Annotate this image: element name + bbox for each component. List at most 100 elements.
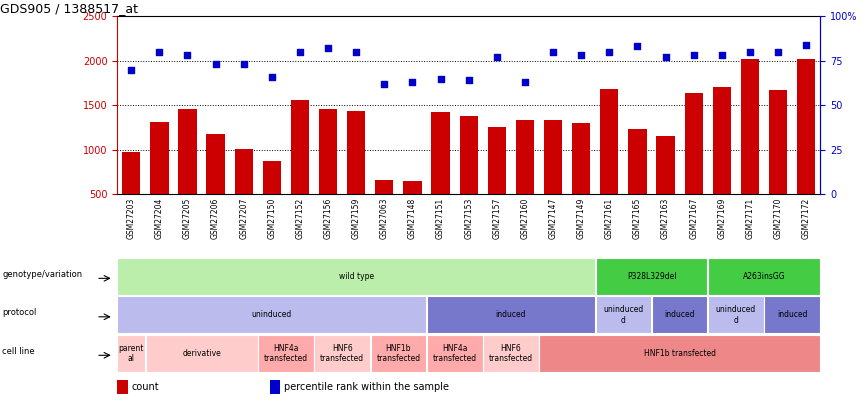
Bar [708,296,764,333]
Bar [713,87,731,239]
Text: parent
al: parent al [119,344,144,363]
Point [546,49,560,55]
Bar [459,116,478,239]
Point [518,79,532,85]
Bar [146,335,258,372]
Point [378,81,391,87]
Bar [765,296,820,333]
Text: percentile rank within the sample: percentile rank within the sample [284,382,450,392]
Text: induced: induced [496,310,526,320]
Bar [234,149,253,239]
Point [153,49,167,55]
Point [293,49,307,55]
Point [405,79,419,85]
Bar [319,109,338,239]
Bar [117,335,145,372]
Bar [404,181,422,239]
Point [434,75,448,82]
Bar [600,89,619,239]
Point [771,49,785,55]
Text: GSM27151: GSM27151 [436,198,445,239]
Text: HNF1b
transfected: HNF1b transfected [377,344,420,363]
Text: genotype/variation: genotype/variation [3,270,82,279]
Bar [427,335,483,372]
Text: uninduced: uninduced [252,310,292,320]
Text: wild type: wild type [339,272,374,281]
Text: P328L329del: P328L329del [627,272,676,281]
Bar [347,111,365,239]
Text: GSM27156: GSM27156 [324,198,332,239]
Bar [544,119,562,239]
Point [743,49,757,55]
Point [659,54,673,60]
Bar [769,90,787,239]
Text: uninduced
d: uninduced d [603,305,643,324]
Bar [740,59,760,239]
Text: GSM27205: GSM27205 [183,198,192,239]
Point [462,77,476,83]
Text: GSM27170: GSM27170 [773,198,783,239]
Point [124,66,138,73]
Bar [314,335,370,372]
Point [602,49,616,55]
Bar [516,119,534,239]
Bar [375,180,393,239]
Text: count: count [132,382,159,392]
Text: GSM27159: GSM27159 [352,198,361,239]
Text: GSM27160: GSM27160 [521,198,529,239]
Text: GSM27207: GSM27207 [240,198,248,239]
Bar [797,59,815,239]
Text: A263insGG: A263insGG [743,272,786,281]
Bar [117,380,128,394]
Bar [117,258,595,295]
Text: GSM27167: GSM27167 [689,198,698,239]
Text: GSM27150: GSM27150 [267,198,276,239]
Text: GSM27157: GSM27157 [492,198,502,239]
Point [575,52,589,59]
Text: GSM27204: GSM27204 [155,198,164,239]
Point [490,54,503,60]
Text: GSM27171: GSM27171 [746,198,754,239]
Text: induced: induced [664,310,695,320]
Text: HNF6
transfected: HNF6 transfected [320,344,365,363]
Bar [258,335,313,372]
Point [630,43,644,50]
Bar [122,151,141,239]
Point [687,52,700,59]
Text: GSM27169: GSM27169 [717,198,727,239]
Bar [685,93,703,239]
Point [208,61,222,68]
Text: GSM27206: GSM27206 [211,198,220,239]
Text: GSM27149: GSM27149 [576,198,586,239]
Bar [656,136,674,239]
Text: induced: induced [777,310,807,320]
Bar [708,258,820,295]
Text: GSM27203: GSM27203 [127,198,135,239]
Point [237,61,251,68]
Bar [572,123,590,239]
Text: GSM27165: GSM27165 [633,198,642,239]
Text: derivative: derivative [182,349,221,358]
Text: HNF4a
transfected: HNF4a transfected [264,344,308,363]
Text: GSM27148: GSM27148 [408,198,417,239]
Bar [427,296,595,333]
Text: uninduced
d: uninduced d [716,305,756,324]
Bar [488,127,506,239]
Text: HNF4a
transfected: HNF4a transfected [432,344,477,363]
Bar [150,122,168,239]
Bar [117,296,426,333]
Point [349,49,363,55]
Bar [207,134,225,239]
Text: protocol: protocol [3,309,36,318]
Bar [595,258,707,295]
Text: HNF6
transfected: HNF6 transfected [489,344,533,363]
Bar [483,335,539,372]
Bar [291,100,309,239]
Point [715,52,729,59]
Bar [431,113,450,239]
Point [799,41,813,48]
Bar [539,335,820,372]
Point [321,45,335,51]
Text: GDS905 / 1388517_at: GDS905 / 1388517_at [0,2,138,15]
Text: HNF1b transfected: HNF1b transfected [644,349,715,358]
